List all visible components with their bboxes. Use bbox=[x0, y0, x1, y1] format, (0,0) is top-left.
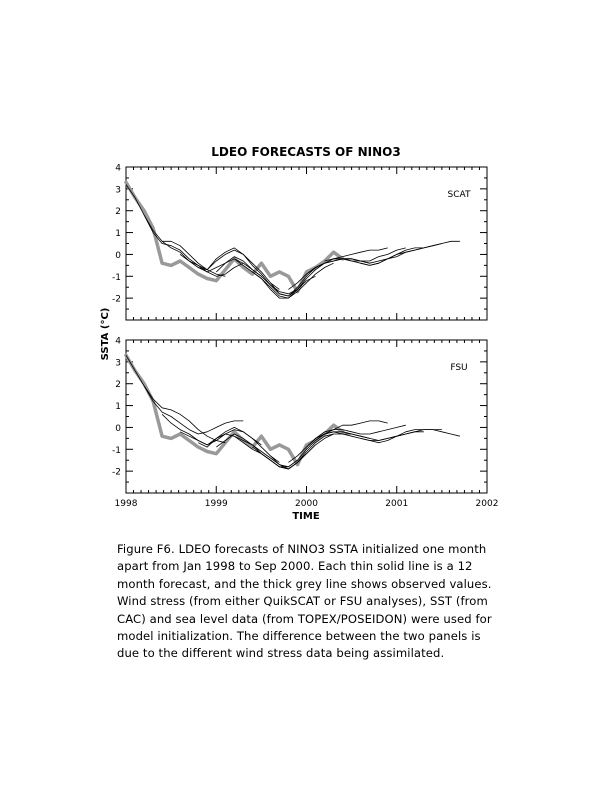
forecast-line bbox=[234, 258, 334, 299]
y-tick-label: 0 bbox=[115, 251, 121, 261]
forecast-line bbox=[125, 355, 226, 444]
forecast-line bbox=[179, 426, 280, 463]
y-tick-label: 2 bbox=[115, 380, 121, 390]
forecast-line bbox=[306, 247, 406, 275]
x-tick-label: 2001 bbox=[385, 499, 408, 509]
caption-line: apart from Jan 1998 to Sep 2000. Each th… bbox=[117, 559, 473, 574]
y-tick-label: 4 bbox=[115, 164, 121, 174]
y-tick-label: -2 bbox=[112, 468, 121, 478]
chart-title: LDEO FORECASTS OF NINO3 bbox=[211, 145, 400, 159]
forecast-line bbox=[360, 240, 460, 266]
plot-frame bbox=[125, 339, 488, 494]
y-tick-label: 1 bbox=[115, 402, 121, 412]
y-tick-label: -1 bbox=[112, 446, 121, 456]
y-tick-label: 3 bbox=[115, 358, 121, 368]
forecast-line bbox=[306, 424, 406, 448]
forecast-line bbox=[252, 433, 352, 470]
caption-line: Figure F6. LDEO forecasts of NINO3 SSTA … bbox=[117, 542, 487, 556]
panel-label: SCAT bbox=[448, 190, 471, 200]
caption-line: due to the different wind stress data be… bbox=[117, 646, 445, 661]
forecast-line bbox=[125, 184, 226, 277]
forecast-line bbox=[143, 385, 244, 435]
observed-line bbox=[124, 353, 345, 467]
caption-line: CAC) and sea level data (from TOPEX/POSE… bbox=[117, 611, 492, 626]
caption-line: model initialization. The difference bet… bbox=[117, 629, 481, 644]
y-tick-label: -2 bbox=[112, 295, 121, 305]
figure-caption: Figure F6. LDEO forecasts of NINO3 SSTA … bbox=[117, 541, 517, 663]
panel-scat: 4 3 2 1 0 -1 -2 SCAT bbox=[112, 164, 488, 321]
chart-panels: 4 3 2 1 0 -1 -2 SCAT 4 3 2 1 0 -1 -2 1998 1999 2000 2001 20… bbox=[112, 164, 498, 510]
forecast-line bbox=[198, 247, 298, 295]
panel-label: FSU bbox=[450, 363, 467, 373]
y-tick-label: 1 bbox=[115, 229, 121, 239]
x-tick-label: 2000 bbox=[295, 499, 318, 509]
caption-line: month forecast, and the thick grey line … bbox=[117, 576, 492, 591]
y-axis-label: SSTA (°C) bbox=[100, 308, 111, 361]
plot-frame bbox=[125, 166, 488, 321]
y-tick-label: 2 bbox=[115, 207, 121, 217]
forecast-line bbox=[360, 429, 460, 441]
x-tick-label: 2002 bbox=[476, 499, 499, 509]
forecast-line bbox=[342, 429, 442, 441]
y-tick-label: 0 bbox=[115, 424, 121, 434]
y-tick-label: 4 bbox=[115, 337, 121, 347]
y-tick-label: -1 bbox=[112, 273, 121, 283]
x-tick-label: 1998 bbox=[115, 499, 138, 509]
forecast-line bbox=[161, 240, 262, 277]
forecast-line bbox=[288, 420, 388, 463]
y-tick-label: 3 bbox=[115, 185, 121, 195]
forecast-line bbox=[324, 247, 424, 264]
forecast-line bbox=[143, 214, 244, 277]
x-tick-label: 1999 bbox=[205, 499, 228, 509]
forecast-line bbox=[288, 247, 388, 290]
caption-line: Wind stress (from either QuikSCAT or FSU… bbox=[117, 594, 488, 609]
x-axis-label: TIME bbox=[292, 511, 319, 522]
forecast-line bbox=[179, 249, 280, 290]
panel-fsu: 4 3 2 1 0 -1 -2 1998 1999 2000 2001 2002 FSU bbox=[112, 337, 498, 510]
